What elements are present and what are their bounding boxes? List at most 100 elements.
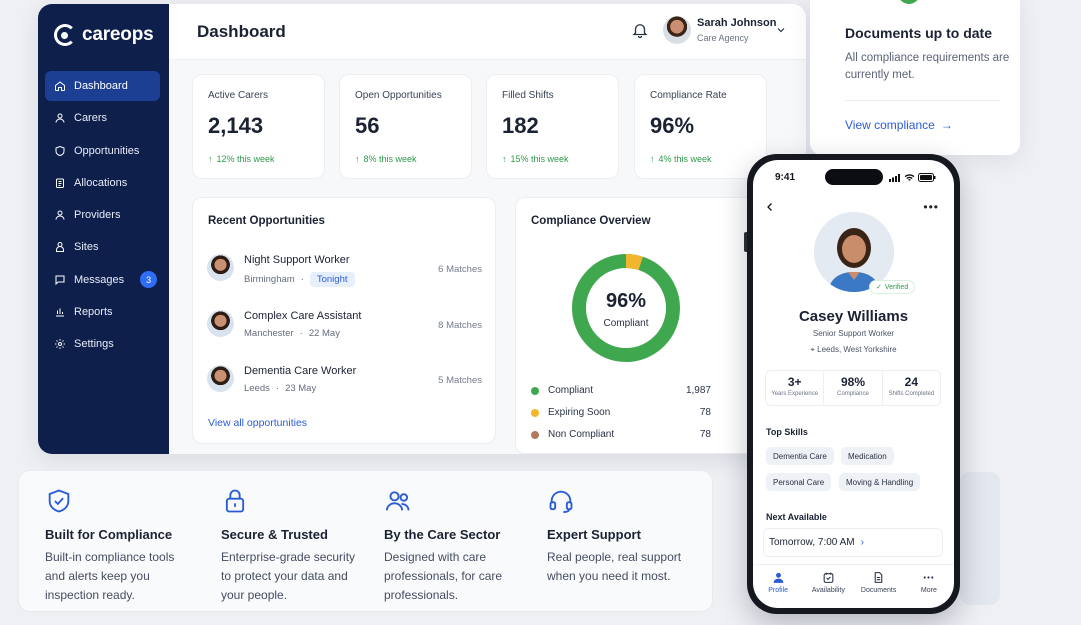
opportunity-meta: Birmingham · Tonight <box>244 272 355 287</box>
sidebar-nav: Dashboard Carers Opportunities Allocatio… <box>45 71 160 362</box>
document-icon <box>874 572 883 583</box>
avatar <box>207 365 234 392</box>
skills-title: Top Skills <box>766 427 808 437</box>
feature-title: By the Care Sector <box>384 527 501 542</box>
legend-item-compliant: Compliant 1,987 <box>531 385 711 396</box>
sidebar-item-settings[interactable]: Settings <box>45 329 160 359</box>
opportunity-name: Complex Care Assistant <box>244 310 362 322</box>
legend-item-non-compliant: Non Compliant 78 <box>531 429 711 440</box>
documents-status-card: Documents up to date All compliance requ… <box>810 0 1020 155</box>
sidebar-item-label: Reports <box>74 306 113 319</box>
arrow-up-icon: ↑ <box>355 154 360 164</box>
next-available-slot[interactable]: Tomorrow, 7:00 AM › <box>763 528 943 557</box>
arrow-up-icon: ↑ <box>502 154 507 164</box>
card-title: Compliance Overview <box>531 215 651 227</box>
card-title: Documents up to date <box>845 25 993 41</box>
sidebar-item-dashboard[interactable]: Dashboard <box>45 71 160 101</box>
tonight-tag: Tonight <box>309 272 355 287</box>
dashboard-window: careops Dashboard Carers Opportunities A… <box>38 4 806 454</box>
bar-chart-icon <box>54 306 66 318</box>
tab-documents[interactable]: Documents <box>854 565 904 608</box>
features-strip: Built for Compliance Built-in compliance… <box>18 470 713 612</box>
list-item[interactable]: Night Support Worker Birmingham · Tonight … <box>207 254 482 294</box>
tab-more[interactable]: More <box>904 565 954 608</box>
bell-icon[interactable] <box>631 21 649 39</box>
sidebar-item-label: Settings <box>74 338 114 351</box>
recent-opportunities-card: Recent Opportunities Night Support Worke… <box>192 197 496 444</box>
next-available-title: Next Available <box>766 512 827 522</box>
status-icons <box>889 173 936 182</box>
avatar <box>207 310 234 337</box>
donut-center-value: 96% <box>605 290 647 312</box>
stat-change: ↑ 12% this week <box>208 154 275 164</box>
donut-expiring-segment <box>572 254 680 362</box>
dynamic-island <box>825 169 883 185</box>
feature-title: Built for Compliance <box>45 527 173 542</box>
stat-value: 56 <box>355 113 380 138</box>
signal-icon <box>889 173 900 182</box>
compliance-overview-card: Compliance Overview 96% Compliant Compli… <box>515 197 755 454</box>
list-item[interactable]: Dementia Care Worker Leeds · 23 May 5 Matc… <box>207 365 482 405</box>
back-arrow-icon[interactable] <box>764 201 776 213</box>
card-title: Recent Opportunities <box>208 215 325 227</box>
feature-text: Enterprise-grade security to protect you… <box>221 550 356 602</box>
profile-name: Casey Williams <box>798 308 909 325</box>
avatar[interactable] <box>663 16 691 44</box>
feature-care-sector: By the Care Sector Designed with care pr… <box>384 487 544 605</box>
tab-availability[interactable]: Availability <box>803 565 853 608</box>
legend-item-expiring: Expiring Soon 78 <box>531 407 711 418</box>
battery-icon <box>918 173 936 182</box>
skill-chip: Dementia Care <box>766 447 834 465</box>
profile-role: Senior Support Worker <box>812 329 895 338</box>
phone-mockup: 9:41 ••• ✓ Verified Casey Williams Senior… <box>747 154 960 614</box>
messages-count-badge: 3 <box>140 271 158 289</box>
more-icon <box>924 576 934 579</box>
stat-change: ↑ 15% this week <box>502 154 569 164</box>
match-count: 5 Matches <box>438 375 482 386</box>
feature-title: Expert Support <box>547 527 641 542</box>
sidebar-item-providers[interactable]: Providers <box>45 200 160 230</box>
legend-dot <box>531 386 539 395</box>
sidebar-item-sites[interactable]: Sites <box>45 232 160 262</box>
sidebar-item-opportunities[interactable]: Opportunities <box>45 136 160 166</box>
brand-name: careops <box>82 24 154 45</box>
sidebar-item-reports[interactable]: Reports <box>45 297 160 327</box>
sidebar-item-carers[interactable]: Carers <box>45 103 160 133</box>
more-options-icon[interactable]: ••• <box>923 200 939 214</box>
sidebar-item-allocations[interactable]: Allocations <box>45 168 160 198</box>
sidebar-item-label: Opportunities <box>74 144 140 157</box>
careops-logo-icon <box>54 24 76 46</box>
opportunity-name: Night Support Worker <box>244 254 350 266</box>
next-available-value: Tomorrow, 7:00 AM › <box>769 537 864 548</box>
user-role: Care Agency <box>697 33 749 43</box>
brand-logo[interactable]: careops <box>54 24 154 46</box>
background-card <box>960 472 1000 605</box>
users-icon <box>384 487 412 515</box>
stat-shifts: 24 Shifts Completed <box>888 375 935 397</box>
donut-center-label: Compliant <box>603 318 649 329</box>
list-item[interactable]: Complex Care Assistant Manchester · 22 May… <box>207 310 482 350</box>
stat-label: Compliance Rate <box>650 90 727 101</box>
arrow-right-icon: → <box>940 118 953 132</box>
sidebar-item-label: Providers <box>74 209 121 222</box>
phone-screen: 9:41 ••• ✓ Verified Casey Williams Senior… <box>753 160 954 608</box>
opportunity-meta: Leeds · 23 May <box>244 383 317 394</box>
tab-profile[interactable]: Profile <box>753 565 803 608</box>
opportunity-meta: Manchester · 22 May <box>244 328 340 339</box>
sidebar-item-messages[interactable]: Messages 3 <box>45 265 160 295</box>
view-compliance-link[interactable]: View compliance → <box>845 118 953 132</box>
legend-dot <box>531 430 539 439</box>
sidebar: careops Dashboard Carers Opportunities A… <box>38 4 169 454</box>
sidebar-item-label: Messages <box>74 273 125 286</box>
stat-change: ↑ 4% this week <box>650 154 712 164</box>
chevron-down-icon[interactable] <box>775 24 787 36</box>
briefcase-icon <box>54 145 66 157</box>
stat-experience: 3+ Years Experience <box>766 371 825 405</box>
message-icon <box>54 274 66 286</box>
stat-change: ↑ 8% this week <box>355 154 417 164</box>
sidebar-item-label: Dashboard <box>74 80 128 92</box>
feature-secure: Secure & Trusted Enterprise-grade securi… <box>221 487 381 605</box>
view-all-opportunities-link[interactable]: View all opportunities <box>208 417 308 429</box>
feature-compliance: Built for Compliance Built-in compliance… <box>45 487 205 605</box>
status-time: 9:41 <box>775 172 796 183</box>
